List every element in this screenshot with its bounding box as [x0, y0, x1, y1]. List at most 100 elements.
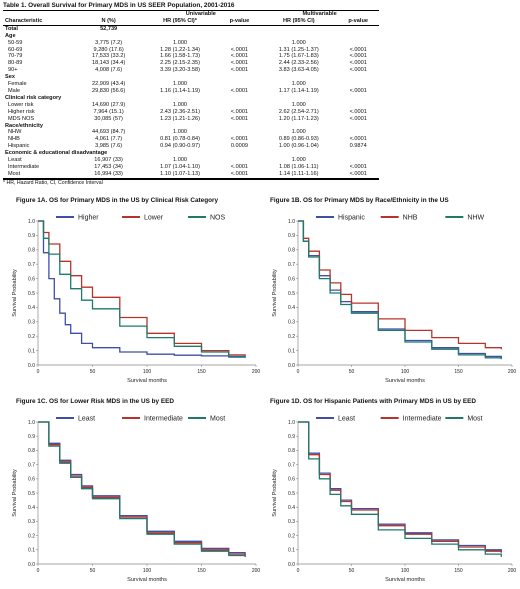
y-tick-label: 0.6 [288, 477, 295, 483]
col-header: p-value [337, 17, 379, 26]
y-tick-label: 0.8 [288, 248, 295, 254]
legend-label: Least [338, 416, 355, 423]
table-cell: 2.62 (2.54-2.71) [278, 108, 319, 115]
table-row: Lower risk 14,690 (27.9) 1.000 1.000 [3, 102, 379, 109]
y-tick-label: 0.1 [28, 548, 35, 554]
table-title: Table 1. Overall Survival for Primary MD… [3, 2, 235, 9]
table-cell: <.0001 [349, 163, 367, 170]
table-section-label: Economic & educational disadvantage [5, 150, 108, 157]
table-cell: 0.9874 [349, 143, 367, 150]
y-tick-label: 0.0 [28, 363, 35, 369]
table-row: Most 16,994 (33) 1.10 (1.07-1.13) <.0001 1.1… [3, 170, 379, 179]
table-cell: Female [8, 81, 27, 88]
table-cell: <.0001 [349, 60, 367, 67]
table-cell [337, 81, 379, 88]
table-cell: 90+ [8, 67, 18, 74]
table-cell: 1.00 (0.96-1.04) [278, 143, 319, 150]
table-row: 80-89 18,143 (34.4) 2.25 (2.15-2.35) <.0001… [3, 60, 379, 67]
table-cell [219, 40, 261, 47]
table-cell: 1.08 (1.06-1.11) [279, 163, 319, 170]
legend-label: Lower [144, 215, 164, 222]
x-tick-label: 150 [197, 369, 206, 375]
y-tick-label: 0.4 [288, 505, 295, 511]
table-cell [219, 102, 261, 109]
y-tick-label: 0.7 [288, 262, 295, 268]
legend-label: NHW [467, 215, 484, 222]
y-tick-label: 0.3 [288, 519, 295, 525]
figure-1c: Figure 1C. OS for Lower Risk MDS in the … [2, 398, 264, 588]
km-curve-hispanic [298, 220, 502, 358]
table-cell: MDS NOS [8, 115, 35, 122]
table-cell: 0.94 (0.90-0.97) [160, 143, 200, 150]
table-footnote: * HR, Hazard Ratio, CI, Confidence Inter… [3, 178, 379, 187]
table-row: NHB 4,061 (7.7) 0.81 (0.78-0.84) <.0001 0.89… [3, 136, 379, 143]
km-plot-1a: 0.0 0.1 0.2 0.3 0.4 0.5 0.6 0.7 0.8 0.9 1.0 0 50 100 1… [12, 215, 260, 385]
y-tick-label: 0.4 [288, 305, 295, 311]
table-row: Higher risk 7,964 (15.1) 2.43 (2.36-2.51) <… [3, 109, 379, 116]
table-cell [337, 102, 379, 109]
x-tick-label: 150 [454, 369, 463, 375]
y-tick-label: 0.9 [28, 434, 35, 440]
y-tick-label: 0.9 [28, 233, 35, 239]
km-curve-least [298, 421, 502, 553]
table-cell: 1.75 (1.67-1.83) [278, 53, 319, 60]
table-cell: 17,533 (33.2) [91, 53, 126, 60]
legend-label: NOS [210, 215, 226, 222]
table-cell: <.0001 [230, 136, 249, 143]
table-cell [337, 157, 379, 164]
table-cell [337, 129, 379, 136]
y-tick-label: 0.7 [288, 462, 295, 468]
table-cell: 22,909 (43.4) [91, 81, 126, 88]
x-tick-label: 200 [508, 568, 517, 574]
x-axis-label: Survival months [385, 577, 425, 583]
table-cell [219, 157, 261, 164]
table-cell: <.0001 [230, 46, 249, 53]
table-row: NHW 44,693 (84.7) 1.000 1.000 [3, 129, 379, 136]
table-cell: 50-59 [8, 39, 23, 46]
table-row: Least 16,907 (33) 1.000 1.000 [3, 157, 379, 164]
y-tick-label: 0.0 [28, 562, 35, 568]
table-cell: NHB [8, 136, 20, 143]
figure-1d: Figure 1D. OS for Hispanic Patients with… [262, 398, 520, 588]
table-cell: 1.000 [291, 101, 306, 108]
table-cell: 1.31 (1.25-1.37) [278, 46, 319, 53]
legend-label: Most [467, 416, 482, 423]
table-cell: NHW [8, 129, 22, 136]
y-tick-label: 0.8 [28, 248, 35, 254]
table-cell: Hispanic [8, 143, 30, 150]
x-tick-label: 100 [401, 568, 410, 574]
table-row: 90+ 4,008 (7.6) 3.39 (3.20-3.58) <.0001 3.83… [3, 67, 379, 74]
table-section-row: Clinical risk category [3, 95, 379, 102]
y-tick-label: 0.1 [288, 348, 295, 354]
table-section-label: Clinical risk category [5, 94, 62, 101]
table-cell: 70-79 [8, 53, 23, 60]
table-cell: 1.000 [173, 81, 188, 88]
table-cell: 14,690 (27.9) [91, 101, 126, 108]
y-tick-label: 0.0 [288, 363, 295, 369]
y-tick-label: 0.6 [28, 477, 35, 483]
y-tick-label: 0.8 [288, 448, 295, 454]
km-curve-higher [38, 220, 246, 358]
y-tick-label: 0.3 [28, 519, 35, 525]
table-group-spacer [3, 9, 76, 18]
table-cell: <.0001 [230, 60, 249, 67]
table-cell: 29,830 (56.6) [91, 87, 126, 94]
table-cell: 2.44 (2.33-2.56) [278, 60, 319, 67]
table-cell: <.0001 [230, 115, 249, 122]
km-plot-1b: 0.0 0.1 0.2 0.3 0.4 0.5 0.6 0.7 0.8 0.9 1.0 0 50 100 1… [272, 215, 516, 385]
x-tick-label: 100 [143, 369, 152, 375]
table-cell: 16,907 (33) [94, 157, 123, 164]
y-tick-label: 0.5 [28, 291, 35, 297]
table-cell: <.0001 [349, 67, 367, 74]
table-cell: 0.81 (0.78-0.84) [160, 136, 200, 143]
table-cell: 3.83 (3.63-4.05) [278, 67, 319, 74]
y-tick-label: 0.6 [288, 276, 295, 282]
table-row: 70-79 17,533 (33.2) 1.66 (1.58-1.73) <.0001… [3, 53, 379, 60]
table-cell: 1.000 [173, 157, 188, 164]
table-cell: Higher risk [8, 108, 35, 115]
table-cell: <.0001 [349, 108, 367, 115]
table-cell: Male [8, 87, 21, 94]
x-tick-label: 50 [349, 568, 355, 574]
table-section-row: Economic & educational disadvantage [3, 150, 379, 157]
y-tick-label: 0.3 [288, 320, 295, 326]
